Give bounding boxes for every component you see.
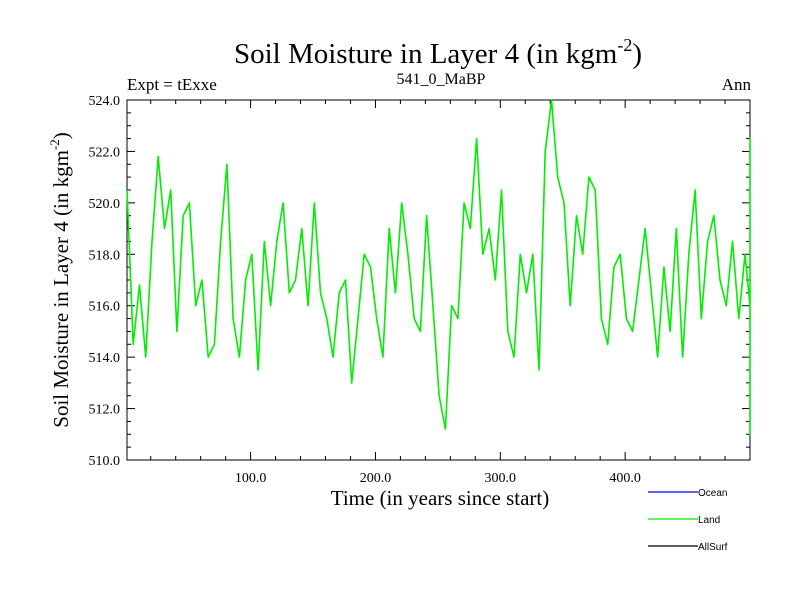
- legend-label-allsurf: AllSurf: [698, 542, 728, 553]
- x-axis-label: Time (in years since start): [331, 486, 550, 510]
- x-tick-label: 400.0: [609, 471, 641, 486]
- legend: Ocean Land AllSurf: [648, 488, 728, 553]
- x-tick-label: 200.0: [360, 471, 392, 486]
- series-lines: [126, 99, 751, 436]
- chart-title: Soil Moisture in Layer 4 (in kgm-2): [234, 35, 642, 70]
- tick-labels: 510.0 512.0 514.0 516.0 518.0 520.0 522.0 524.0…: [89, 94, 641, 486]
- chart-title-superscript: -2: [617, 35, 632, 55]
- legend-label-land: Land: [698, 515, 720, 526]
- subtitle-center: 541_0_MaBP: [397, 71, 486, 88]
- y-tick-label: 516.0: [89, 300, 121, 315]
- y-tick-label: 518.0: [89, 248, 121, 263]
- y-tick-label: 514.0: [89, 351, 121, 366]
- subtitle-left: Expt = tExxe: [127, 75, 217, 94]
- axis-ticks: [127, 99, 750, 461]
- legend-label-ocean: Ocean: [698, 488, 727, 499]
- y-tick-label: 522.0: [89, 145, 121, 160]
- x-tick-label: 300.0: [485, 471, 517, 486]
- y-tick-label: 512.0: [89, 403, 121, 418]
- plot-frame: [126, 99, 751, 461]
- y-tick-label: 510.0: [89, 454, 121, 469]
- y-tick-label: 520.0: [89, 197, 121, 212]
- subtitle-right: Ann: [722, 75, 752, 94]
- series-line-land: [126, 99, 751, 436]
- y-axis-label: Soil Moisture in Layer 4 (in kgm-2): [47, 132, 73, 427]
- y-axis-label-superscript: -2: [47, 139, 62, 150]
- y-tick-label: 524.0: [89, 94, 121, 109]
- x-tick-label: 100.0: [235, 471, 267, 486]
